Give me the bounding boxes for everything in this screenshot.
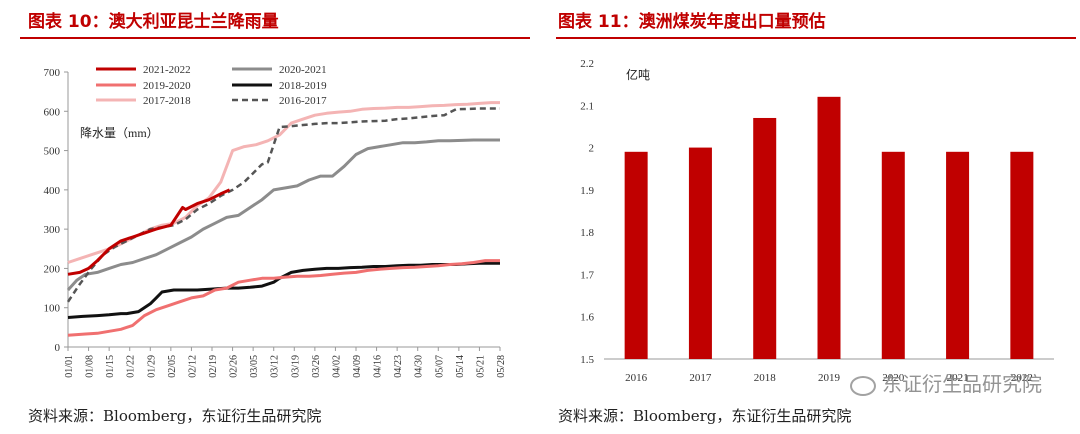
line-x-tick-label: 01/29 (146, 355, 157, 378)
watermark-text: 东证衍生品研究院 (882, 372, 1042, 396)
legend-label-2016-2017: 2016-2017 (279, 95, 327, 107)
right-title-rule (556, 37, 1076, 39)
line-y-tick-label: 200 (44, 263, 61, 275)
coal-export-bar-chart: 1.5 1.6 1.7 1.8 1.9 2 2.1 2.2 亿吨 2016 2017 2018 2019… (580, 58, 1054, 384)
bar-2017 (688, 147, 712, 359)
line-x-tick-label: 01/08 (85, 355, 96, 378)
bar-y-tick-label: 2 (589, 143, 595, 155)
bar-y-tick-label: 1.9 (580, 185, 594, 197)
line-x-tick-label: 04/02 (331, 355, 342, 378)
bar-2016 (624, 151, 648, 359)
line-x-tick-label: 03/19 (290, 355, 301, 378)
legend-label-2020-2021: 2020-2021 (279, 64, 327, 76)
line-y-tick-label: 100 (44, 303, 61, 315)
line-x-tick-label: 03/26 (311, 355, 322, 378)
bar-y-axis-label: 亿吨 (626, 67, 650, 82)
bar-x-tick-label: 2022 (1011, 372, 1033, 384)
rainfall-panel: 图表 10：澳大利亚昆士兰降雨量 0 100 200 300 400 500 600 700 0… (0, 0, 530, 434)
series-line-2018-2019 (67, 261, 500, 319)
legend-label-2019-2020: 2019-2020 (143, 80, 191, 92)
line-x-tick-label: 03/05 (249, 355, 260, 378)
right-source-note: 资料来源：Bloomberg，东证衍生品研究院 (558, 407, 852, 425)
coal-export-panel: 图表 11：澳洲煤炭年度出口量预估 1.5 1.6 1.7 1.8 1.9 2 2.1 2.2… (548, 0, 1080, 434)
legend-label-2017-2018: 2017-2018 (143, 95, 191, 107)
legend-label-2021-2022: 2021-2022 (143, 64, 191, 76)
line-x-tick-label: 03/12 (270, 355, 281, 378)
bar-y-tick-label: 2.1 (580, 100, 594, 112)
left-source-note: 资料来源：Bloomberg，东证衍生品研究院 (28, 407, 322, 425)
bar-y-tick-label: 1.8 (580, 227, 594, 239)
rainfall-line-chart: 0 100 200 300 400 500 600 700 01/01 01/08 01/15 01/… (44, 64, 508, 378)
bar-y-tick-label: 1.6 (580, 312, 594, 324)
right-chart-title: 图表 11：澳洲煤炭年度出口量预估 (558, 12, 826, 32)
line-y-tick-label: 300 (44, 224, 61, 236)
bar-2021 (946, 151, 970, 359)
line-y-tick-label: 500 (44, 146, 61, 158)
line-x-tick-label: 04/16 (373, 355, 384, 378)
line-x-tick-label: 04/09 (352, 355, 363, 378)
line-x-tick-label: 02/12 (187, 355, 198, 378)
line-x-tick-label: 05/14 (455, 355, 466, 378)
line-x-tick-label: 04/30 (414, 355, 425, 378)
wechat-icon (850, 375, 876, 396)
line-x-tick-label: 05/21 (475, 355, 486, 378)
bar-2022 (1010, 151, 1034, 359)
line-y-tick-label: 600 (44, 106, 61, 118)
line-y-axis-label: 降水量（mm） (80, 126, 159, 140)
bar-x-tick-label: 2019 (818, 372, 841, 384)
line-x-tick-label: 02/05 (167, 355, 178, 378)
line-x-tick-label: 05/07 (434, 355, 445, 378)
bar-y-tick-label: 1.5 (580, 354, 594, 366)
bar-x-tick-label: 2016 (625, 372, 648, 384)
left-title-rule (20, 37, 530, 39)
line-x-tick-label: 01/01 (64, 355, 75, 378)
bar-y-tick-label: 2.2 (580, 58, 594, 70)
bar-x-tick-label: 2018 (754, 372, 777, 384)
line-x-tick-label: 02/19 (208, 355, 219, 378)
line-y-tick-label: 0 (55, 342, 61, 354)
bar-x-tick-label: 2020 (882, 372, 905, 384)
bar-2018 (753, 117, 777, 359)
line-y-tick-label: 700 (44, 67, 61, 79)
watermark: 东证衍生品研究院 (850, 368, 1042, 397)
left-chart-title: 图表 10：澳大利亚昆士兰降雨量 (28, 12, 279, 32)
series-line-2019-2020 (67, 259, 500, 337)
line-x-tick-label: 01/15 (105, 355, 116, 378)
bar-2020 (881, 151, 905, 359)
bar-2019 (817, 96, 841, 359)
legend-label-2018-2019: 2018-2019 (279, 80, 327, 92)
line-y-tick-label: 400 (44, 185, 61, 197)
bar-y-tick-label: 1.7 (580, 269, 594, 281)
bar-x-tick-label: 2021 (947, 372, 969, 384)
line-x-tick-label: 05/28 (496, 355, 507, 378)
bar-x-tick-label: 2017 (689, 372, 712, 384)
line-x-tick-label: 04/23 (393, 355, 404, 378)
line-x-tick-label: 01/22 (126, 355, 137, 378)
series-line-2020-2021 (66, 138, 500, 292)
line-x-tick-label: 02/26 (229, 355, 240, 378)
series-line-2021-2022 (67, 188, 231, 276)
